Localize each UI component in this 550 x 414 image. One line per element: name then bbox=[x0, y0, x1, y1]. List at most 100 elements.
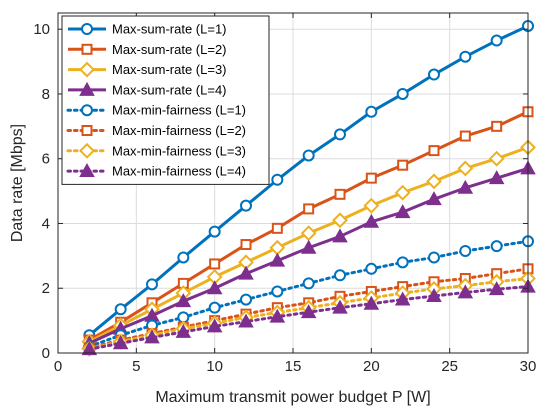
data-point bbox=[459, 130, 471, 142]
y-tick-label: 4 bbox=[42, 215, 50, 232]
data-point bbox=[488, 170, 505, 185]
data-point bbox=[457, 284, 474, 299]
data-point bbox=[112, 335, 129, 350]
data-point bbox=[488, 281, 505, 296]
data-point bbox=[114, 303, 127, 316]
data-point bbox=[428, 145, 440, 157]
data-point bbox=[363, 197, 380, 214]
legend-label: Max-sum-rate (L=4) bbox=[112, 82, 227, 97]
data-point bbox=[300, 225, 317, 242]
y-tick-label: 10 bbox=[33, 21, 50, 38]
data-point bbox=[240, 239, 252, 251]
legend-item: Max-sum-rate (L=4) bbox=[68, 81, 227, 97]
data-point bbox=[459, 245, 472, 257]
data-point bbox=[426, 287, 442, 302]
data-point bbox=[394, 184, 411, 201]
data-point bbox=[394, 291, 411, 306]
data-point bbox=[271, 285, 284, 298]
legend-marker bbox=[79, 81, 95, 96]
data-point bbox=[271, 222, 283, 234]
x-axis-label: Maximum transmit power budget P [W] bbox=[155, 389, 430, 406]
legend: Max-sum-rate (L=1) Max-sum-rate (L=2) Max-… bbox=[61, 15, 270, 185]
legend-marker bbox=[81, 43, 93, 55]
x-tick-label: 30 bbox=[520, 358, 537, 375]
data-point bbox=[332, 228, 348, 243]
legend-marker bbox=[81, 23, 93, 35]
data-point bbox=[490, 34, 503, 47]
data-point bbox=[365, 105, 378, 118]
data-point bbox=[365, 262, 378, 275]
data-point bbox=[491, 120, 503, 132]
data-point bbox=[269, 308, 286, 323]
legend-item: Max-min-fairness (L=3) bbox=[66, 142, 246, 159]
series-1 bbox=[83, 19, 534, 342]
x-tick-label: 5 bbox=[132, 358, 140, 375]
series-3 bbox=[81, 139, 536, 350]
data-point bbox=[146, 278, 158, 291]
data-point bbox=[300, 304, 317, 319]
data-point bbox=[428, 68, 440, 81]
data-point bbox=[365, 172, 377, 184]
legend-label: Max-min-fairness (L=3) bbox=[112, 143, 246, 158]
data-point bbox=[238, 265, 254, 280]
legend-item: Max-min-fairness (L=2) bbox=[66, 123, 246, 138]
legend-item: Max-sum-rate (L=3) bbox=[68, 61, 227, 78]
data-point bbox=[426, 173, 442, 190]
data-point bbox=[396, 87, 409, 100]
data-point bbox=[303, 203, 315, 215]
x-tick-label: 15 bbox=[285, 358, 302, 375]
data-point bbox=[144, 329, 160, 344]
series-layer bbox=[81, 19, 536, 357]
x-tick-label: 0 bbox=[54, 358, 62, 375]
data-point bbox=[240, 293, 252, 306]
legend-marker bbox=[79, 142, 95, 159]
data-point bbox=[81, 341, 98, 356]
legend-label: Max-sum-rate (L=1) bbox=[112, 22, 227, 37]
data-point bbox=[334, 188, 346, 200]
data-point bbox=[269, 252, 286, 267]
data-point bbox=[334, 269, 346, 282]
legend-item: Max-sum-rate (L=2) bbox=[68, 42, 227, 57]
data-point bbox=[363, 295, 380, 310]
legend-item: Max-min-fairness (L=1) bbox=[66, 103, 246, 118]
data-point bbox=[240, 199, 252, 212]
data-point bbox=[208, 225, 221, 238]
legend-label: Max-sum-rate (L=3) bbox=[112, 62, 227, 77]
data-point bbox=[426, 191, 442, 206]
legend-marker bbox=[81, 104, 93, 117]
series-8 bbox=[81, 278, 536, 356]
legend-label: Max-min-fairness (L=4) bbox=[112, 164, 246, 179]
data-point bbox=[488, 150, 505, 167]
data-point bbox=[271, 173, 284, 186]
data-point bbox=[175, 293, 192, 308]
legend-marker bbox=[79, 61, 95, 78]
y-axis-label: Data rate [Mbps] bbox=[9, 124, 26, 242]
data-point bbox=[397, 159, 409, 171]
data-point bbox=[332, 299, 348, 314]
x-tick-label: 10 bbox=[206, 358, 223, 375]
data-point bbox=[238, 313, 254, 328]
data-point bbox=[457, 160, 474, 177]
data-point bbox=[177, 251, 190, 264]
data-point bbox=[206, 318, 223, 333]
data-point bbox=[300, 239, 317, 254]
data-point bbox=[490, 240, 503, 253]
x-tick-label: 25 bbox=[441, 358, 458, 375]
data-point bbox=[428, 251, 440, 264]
data-point bbox=[302, 149, 315, 162]
legend-label: Max-sum-rate (L=2) bbox=[112, 42, 227, 57]
y-tick-label: 0 bbox=[42, 345, 50, 362]
y-tick-label: 8 bbox=[42, 86, 50, 103]
legend-marker bbox=[79, 163, 95, 178]
y-tick-label: 2 bbox=[42, 280, 50, 297]
legend-label: Max-min-fairness (L=2) bbox=[112, 123, 246, 138]
x-tick-label: 20 bbox=[363, 358, 380, 375]
data-point bbox=[457, 179, 474, 194]
data-point bbox=[209, 258, 221, 270]
legend-item: Max-min-fairness (L=4) bbox=[66, 163, 246, 179]
data-point bbox=[332, 212, 348, 229]
legend-item: Max-sum-rate (L=1) bbox=[68, 22, 227, 37]
legend-box bbox=[61, 15, 270, 185]
data-point bbox=[396, 256, 409, 269]
